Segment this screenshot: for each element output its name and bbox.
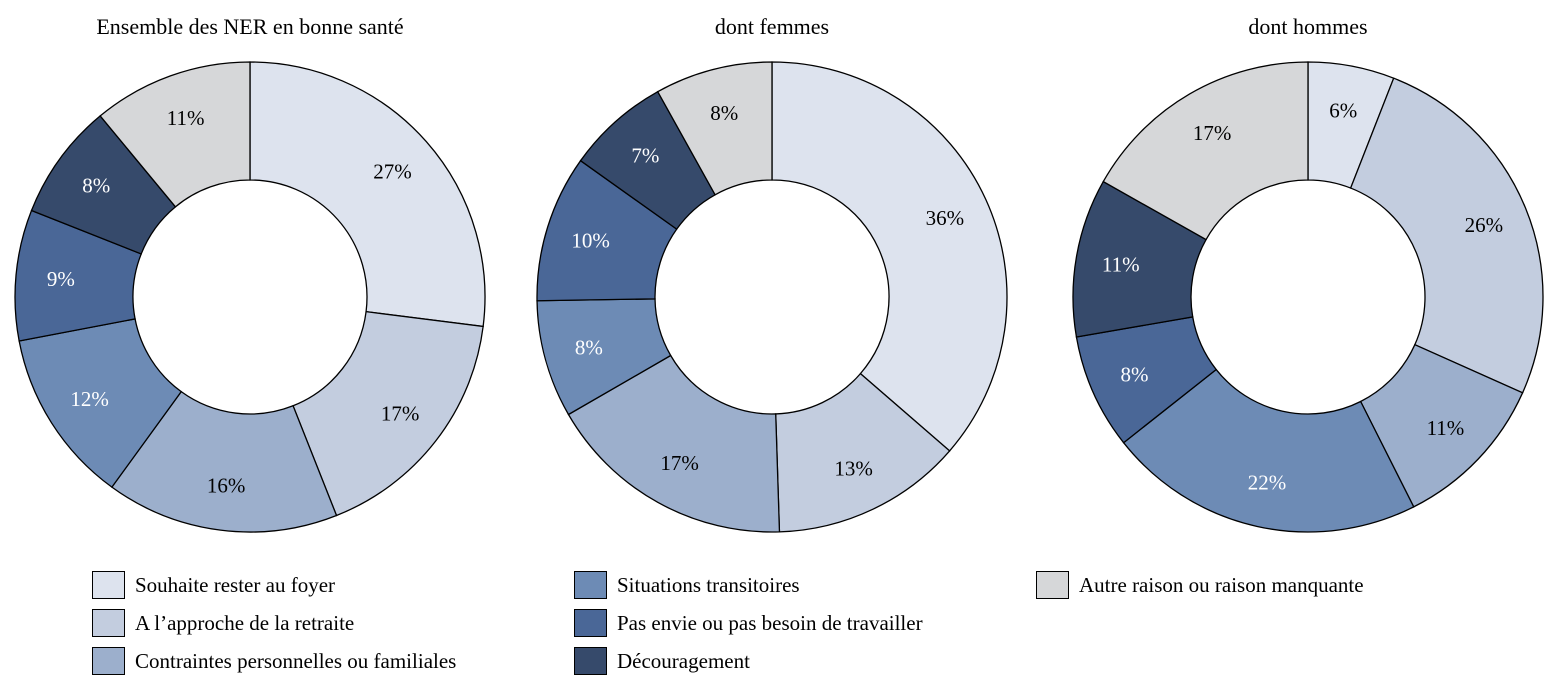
data-label: 13% xyxy=(834,457,873,481)
legend: Souhaite rester au foyer A l’approche de… xyxy=(92,570,1532,682)
chart-title: dont femmes xyxy=(715,14,829,39)
legend-swatch xyxy=(92,609,125,637)
legend-item-pas-envie: Pas envie ou pas besoin de travailler xyxy=(574,608,923,638)
legend-swatch xyxy=(574,571,607,599)
chart-title: Ensemble des NER en bonne santé xyxy=(96,14,403,39)
data-label: 7% xyxy=(631,143,659,167)
data-label: 17% xyxy=(381,401,420,425)
data-label: 11% xyxy=(1427,416,1465,440)
slice-autre-raison-ou-raison-manquante xyxy=(656,61,773,196)
data-label: 11% xyxy=(1102,253,1140,277)
legend-label: Souhaite rester au foyer xyxy=(135,572,336,597)
legend-swatch xyxy=(574,609,607,637)
data-label: 26% xyxy=(1465,213,1504,237)
legend-swatch xyxy=(574,647,607,675)
data-label: 16% xyxy=(207,474,246,498)
slice-souhaite-rester-au-foyer xyxy=(249,61,486,328)
data-label: 8% xyxy=(1121,362,1149,386)
legend-swatch xyxy=(92,571,125,599)
slice-autre-raison-ou-raison-manquante xyxy=(1102,61,1309,241)
data-label: 22% xyxy=(1248,471,1287,495)
data-label: 8% xyxy=(575,336,603,360)
legend-label: Découragement xyxy=(617,648,750,673)
legend-label: Pas envie ou pas besoin de travailler xyxy=(617,610,923,635)
donut-chart-2: dont femmes 36% 13% 17% 8% 10% 7% 8% xyxy=(536,14,1008,533)
donut-chart-1: Ensemble des NER en bonne santé 27% 17% 16%… xyxy=(14,14,486,533)
slice-a-l-approche-de-la-retraite xyxy=(292,310,484,517)
legend-item-souhaite-rester-au-foyer: Souhaite rester au foyer xyxy=(92,570,335,600)
slice-souhaite-rester-au-foyer xyxy=(771,61,1008,452)
legend-label: Situations transitoires xyxy=(617,572,800,597)
slice-a-l-approche-de-la-retraite xyxy=(1349,77,1544,394)
legend-item-autre-raison: Autre raison ou raison manquante xyxy=(1036,570,1364,600)
slice-contraintes-personnelles-ou-familiales xyxy=(110,390,338,533)
slice-contraintes-personnelles-ou-familiales xyxy=(567,354,781,533)
legend-label: A l’approche de la retraite xyxy=(135,610,355,635)
slice-a-l-approche-de-la-retraite xyxy=(775,372,951,533)
legend-item-decouragement: Découragement xyxy=(574,646,750,676)
chart-title: dont hommes xyxy=(1248,14,1367,39)
data-label: 11% xyxy=(167,106,205,130)
legend-item-approche-retraite: A l’approche de la retraite xyxy=(92,608,354,638)
legend-swatch xyxy=(92,647,125,675)
data-label: 36% xyxy=(926,206,965,230)
data-label: 8% xyxy=(710,101,738,125)
slice-autre-raison-ou-raison-manquante xyxy=(99,61,251,208)
legend-item-contraintes: Contraintes personnelles ou familiales xyxy=(92,646,456,676)
donut-charts: Ensemble des NER en bonne santé 27% 17% 16%… xyxy=(14,14,1544,533)
donut-chart-3: dont hommes 6% 26% 11% 22% 8% 11% 17% xyxy=(1072,14,1544,533)
data-label: 17% xyxy=(1193,121,1232,145)
data-label: 9% xyxy=(47,267,75,291)
data-label: 6% xyxy=(1329,98,1357,122)
data-label: 12% xyxy=(70,387,109,411)
data-label: 10% xyxy=(571,229,610,253)
legend-item-situations-transitoires: Situations transitoires xyxy=(574,570,800,600)
legend-label: Autre raison ou raison manquante xyxy=(1079,572,1364,597)
data-label: 17% xyxy=(660,451,699,475)
data-label: 27% xyxy=(373,159,412,183)
slice-situations-transitoires xyxy=(1122,368,1415,533)
legend-swatch xyxy=(1036,571,1069,599)
data-label: 8% xyxy=(82,173,110,197)
legend-label: Contraintes personnelles ou familiales xyxy=(135,648,457,673)
